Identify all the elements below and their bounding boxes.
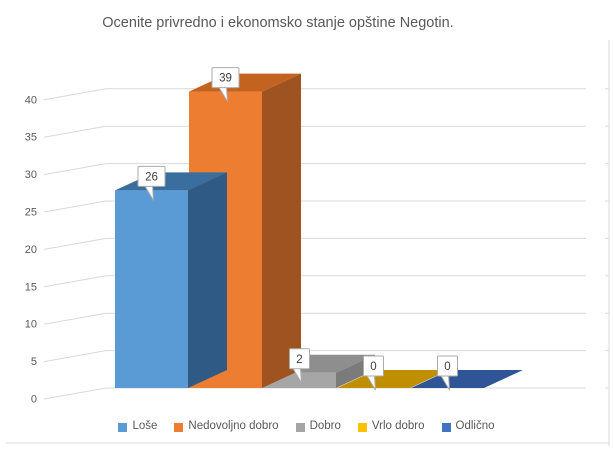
- legend-item-lose[interactable]: Loše: [118, 421, 157, 433]
- gridline-25: [43, 200, 586, 213]
- data-label-lose-box[interactable]: [137, 165, 166, 187]
- bar-vrlo-dobro[interactable]: [337, 370, 449, 388]
- legend: Loše Nedovoljno dobro Dobro Vrlo dobro Odlič…: [0, 413, 613, 441]
- legend-swatch-vrlo-dobro: [357, 422, 367, 432]
- gridline-35: [43, 125, 586, 138]
- data-label-dobro-value: 2: [296, 354, 302, 366]
- gridline-30: [43, 163, 586, 176]
- legend-swatch-nedovoljno-dobro: [174, 422, 184, 432]
- y-tick-label-10: 10: [25, 319, 37, 331]
- legend-swatch-odlicno: [441, 422, 451, 432]
- y-tick-label-15: 15: [25, 281, 37, 293]
- legend-swatch-dobro: [295, 422, 305, 432]
- data-label-odlicno[interactable]: 0: [437, 355, 458, 391]
- bar-lose-side-face[interactable]: [188, 172, 227, 388]
- data-label-nedovoljno-dobro-box[interactable]: [211, 67, 240, 89]
- chart-frame: [6, 40, 610, 446]
- legend-item-odlicno[interactable]: Odlično: [441, 420, 495, 433]
- data-label-lose[interactable]: 26: [137, 165, 166, 201]
- legend-swatch-lose: [118, 422, 128, 432]
- data-label-dobro-box[interactable]: [289, 348, 310, 370]
- gridline-10: [43, 312, 586, 325]
- legend-label-nedovoljno-dobro: Nedovoljno dobro: [188, 420, 279, 433]
- legend-item-dobro[interactable]: Dobro: [295, 420, 341, 433]
- y-tick-label-20: 20: [25, 244, 37, 256]
- data-label-nedovoljno-dobro-value: 39: [219, 73, 232, 85]
- y-tick-label-25: 25: [25, 207, 37, 219]
- data-label-odlicno-box[interactable]: [437, 355, 458, 377]
- legend-item-nedovoljno-dobro[interactable]: Nedovoljno dobro: [174, 420, 279, 433]
- legend-label-odlicno: Odlično: [455, 420, 495, 433]
- y-tick-label-40: 40: [25, 94, 37, 106]
- gridline-5: [43, 350, 586, 363]
- data-label-nedovoljno-dobro[interactable]: 39: [211, 67, 240, 102]
- bars-layer: [115, 73, 523, 388]
- data-label-lose-value: 26: [145, 171, 158, 183]
- data-labels-layer: 26 39 2 0 0: [137, 67, 458, 391]
- data-label-vrlo-dobro-value: 0: [370, 361, 376, 373]
- chart-title[interactable]: Ocenite privredno i ekonomsko stanje opš…: [102, 15, 453, 31]
- legend-label-lose: Loše: [132, 420, 158, 433]
- bar-lose[interactable]: [115, 172, 227, 388]
- bar-odlicno-zero-face[interactable]: [411, 370, 523, 388]
- y-tick-label-30: 30: [25, 169, 37, 181]
- data-label-vrlo-dobro[interactable]: 0: [363, 355, 384, 391]
- gridline-20: [43, 237, 586, 250]
- legend-item-vrlo-dobro[interactable]: Vrlo dobro: [357, 420, 425, 433]
- bar-odlicno[interactable]: [411, 370, 523, 388]
- gridline-0: [43, 387, 586, 400]
- y-tick-label-35: 35: [25, 132, 37, 144]
- gridline-40: [43, 88, 586, 101]
- legend-label-dobro: Dobro: [309, 420, 341, 433]
- bar-vrlo-dobro-zero-face[interactable]: [337, 370, 449, 388]
- y-tick-label-5: 5: [31, 356, 37, 368]
- data-label-dobro[interactable]: 2: [289, 348, 310, 384]
- data-label-vrlo-dobro-box[interactable]: [363, 355, 384, 377]
- data-label-odlicno-value: 0: [444, 361, 450, 373]
- y-tick-label-0: 0: [31, 394, 37, 406]
- bar-nedovoljno-dobro-side-face[interactable]: [262, 73, 301, 388]
- gridline-15: [43, 275, 586, 288]
- legend-label-vrlo-dobro: Vrlo dobro: [371, 420, 425, 433]
- bar-lose-front-face[interactable]: [115, 190, 188, 388]
